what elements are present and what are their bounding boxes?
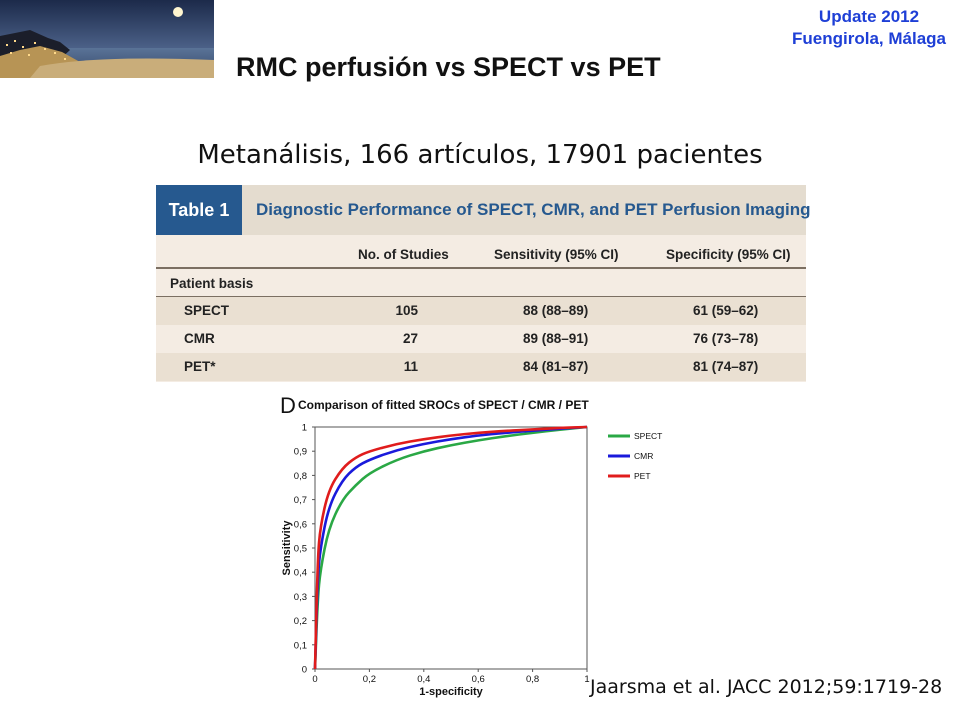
cell-studies: 105 (395, 303, 418, 318)
y-tick-label: 0,3 (294, 592, 307, 603)
event-label: Update 2012 Fuengirola, Málaga (792, 6, 946, 50)
table-row: SPECT 105 88 (88–89) 61 (59–62) (156, 297, 806, 325)
y-tick-label: 0,1 (294, 640, 307, 651)
legend-label-cmr: CMR (634, 451, 653, 461)
cell-sensitivity: 84 (81–87) (523, 359, 589, 374)
y-tick-label: 0,4 (294, 568, 307, 579)
sroc-chart: D Comparison of fitted SROCs of SPECT / … (258, 388, 678, 703)
slide-subtitle: Metanálisis, 166 artículos, 17901 pacien… (197, 140, 763, 170)
column-header-specificity: Specificity (95% CI) (666, 247, 791, 262)
cell-studies: 27 (402, 331, 418, 346)
cell-modality: SPECT (184, 303, 230, 318)
x-tick-label: 0,4 (417, 674, 430, 685)
cell-specificity: 76 (73–78) (693, 331, 759, 346)
diagnostic-performance-table: Table 1 Diagnostic Performance of SPECT,… (156, 185, 810, 382)
citation: Jaarsma et al. JACC 2012;59:1719-28 (590, 676, 943, 698)
legend-label-spect: SPECT (634, 431, 662, 441)
table-row: CMR 27 89 (88–91) 76 (73–78) (156, 325, 806, 353)
x-tick-label: 0,8 (526, 674, 539, 685)
cell-modality: PET* (184, 359, 216, 374)
series-line-spect (313, 425, 588, 670)
chart-title: Comparison of fitted SROCs of SPECT / CM… (298, 398, 589, 412)
series-line-pet (313, 425, 588, 670)
x-tick-label: 0,2 (363, 674, 376, 685)
plot-area (314, 426, 588, 670)
column-header-studies: No. of Studies (358, 247, 449, 262)
x-tick-label: 1 (584, 674, 589, 685)
table-caption: Diagnostic Performance of SPECT, CMR, an… (256, 200, 811, 219)
table-header-bar: Table 1 Diagnostic Performance of SPECT,… (156, 185, 810, 235)
y-tick-label: 0,5 (294, 544, 307, 555)
y-tick-label: 0,6 (294, 519, 307, 530)
y-tick-label: 0,2 (294, 616, 307, 627)
cell-studies: 11 (403, 359, 418, 374)
cell-specificity: 81 (74–87) (693, 359, 759, 374)
table-rule (156, 267, 806, 269)
y-tick-label: 0 (302, 665, 307, 676)
legend-label-pet: PET (634, 471, 651, 481)
beach-night-photo (0, 0, 214, 78)
y-tick-label: 0,7 (294, 495, 307, 506)
x-tick-label: 0 (312, 674, 317, 685)
y-tick-label: 0,8 (294, 471, 307, 482)
panel-label: D (280, 393, 296, 418)
cell-modality: CMR (184, 331, 215, 346)
table-group-label: Patient basis (170, 276, 254, 291)
event-name: Update 2012 (818, 7, 920, 26)
event-location: Fuengirola, Málaga (792, 29, 946, 48)
y-tick-label: 0,9 (294, 447, 307, 458)
cell-sensitivity: 88 (88–89) (523, 303, 589, 318)
cell-sensitivity: 89 (88–91) (523, 331, 589, 346)
slide-title: RMC perfusión vs SPECT vs PET (236, 52, 661, 82)
table-row: PET* 11 84 (81–87) 81 (74–87) (156, 353, 806, 381)
x-tick-label: 0,6 (472, 674, 485, 685)
table-rule (156, 296, 806, 297)
y-tick-label: 1 (302, 423, 307, 434)
table-number: Table 1 (156, 185, 242, 235)
y-axis-label: Sensitivity (281, 520, 293, 576)
x-axis-label: 1-specificity (419, 686, 483, 698)
cell-specificity: 61 (59–62) (693, 303, 759, 318)
sroc-chart-svg: D Comparison of fitted SROCs of SPECT / … (280, 393, 662, 698)
column-header-sensitivity: Sensitivity (95% CI) (494, 247, 619, 262)
